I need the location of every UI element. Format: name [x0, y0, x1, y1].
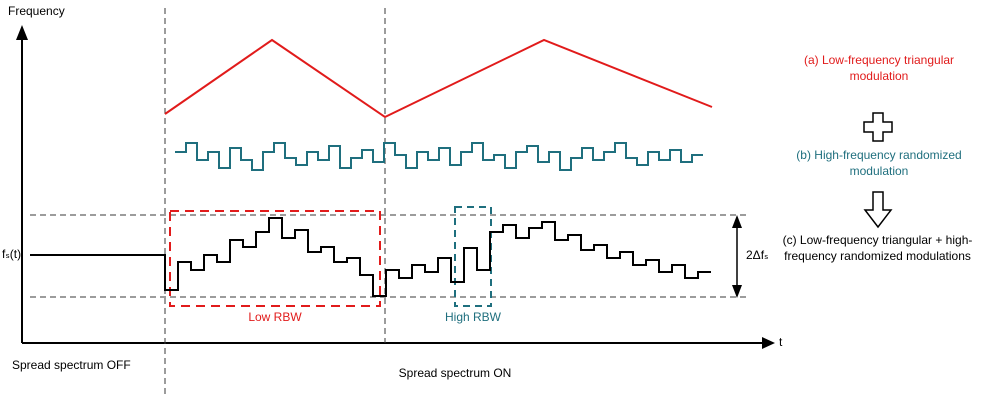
- high-rbw-box: [454, 206, 492, 307]
- deviation-arrow-up-icon: [732, 215, 742, 228]
- y-axis-arrowhead-icon: [16, 25, 28, 40]
- randomized-wave: [175, 142, 703, 171]
- down-arrow-icon: [863, 191, 893, 229]
- legend-c: (c) Low-frequency triangular + high-freq…: [782, 233, 973, 264]
- fs-label: fₛ(t): [2, 247, 22, 261]
- deviation-label: 2Δfₛ: [746, 248, 769, 262]
- triangular-wave: [164, 38, 713, 119]
- deviation-arrow-down-icon: [732, 285, 742, 298]
- spread-on-label: Spread spectrum ON: [398, 366, 512, 380]
- y-axis-label: Frequency: [8, 4, 65, 18]
- spread-off-label: Spread spectrum OFF: [12, 358, 131, 372]
- low-rbw-box: [169, 210, 381, 307]
- high-rbw-label: High RBW: [444, 310, 501, 324]
- combined-wave: [30, 217, 711, 297]
- legend-a: (a) Low-frequency triangular modulation: [803, 53, 955, 84]
- x-axis-arrowhead-icon: [762, 337, 775, 349]
- plus-icon: [863, 112, 893, 142]
- x-axis-label: t: [779, 335, 783, 349]
- legend-b: (b) High-frequency randomized modulation: [796, 148, 962, 179]
- low-rbw-label: Low RBW: [248, 310, 302, 324]
